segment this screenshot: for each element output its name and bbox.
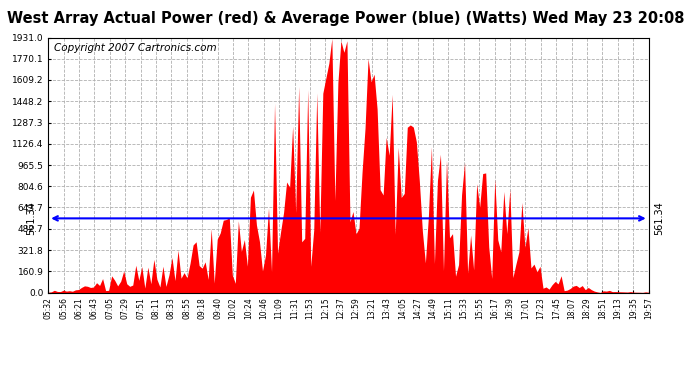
Text: 561.34: 561.34 [655,201,664,235]
Text: Copyright 2007 Cartronics.com: Copyright 2007 Cartronics.com [55,43,217,52]
Text: West Array Actual Power (red) & Average Power (blue) (Watts) Wed May 23 20:08: West Array Actual Power (red) & Average … [7,11,684,26]
Text: 561.34: 561.34 [26,201,37,235]
